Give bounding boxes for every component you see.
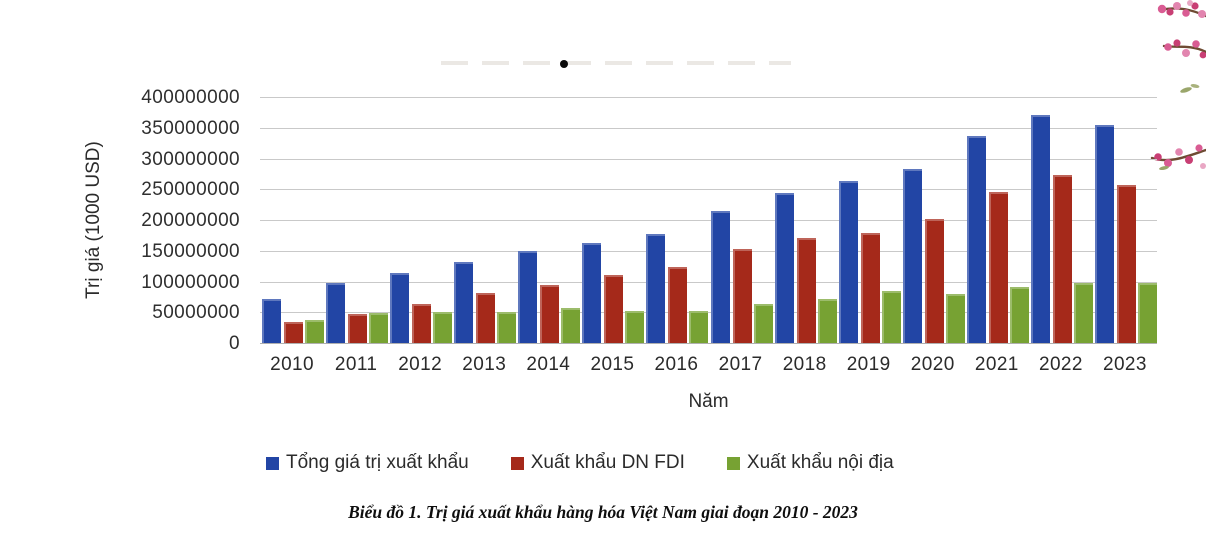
x-tick-label: 2010 [270,354,314,375]
bar-xuat-khau-dn-fdi-2017 [732,249,752,343]
bar-tong-gia-tri-xuat-khau-2010 [262,298,281,343]
bar-tong-gia-tri-xuat-khau-2022 [1030,114,1050,343]
bar-tong-gia-tri-xuat-khau-2023 [1094,124,1114,343]
bar-tong-gia-tri-xuat-khau-2011 [326,283,346,343]
x-tick-label: 2014 [526,354,571,375]
gridline [260,189,1157,191]
legend-swatch-xuat-khau-dn-fdi [510,456,524,470]
legend: Tổng giá trị xuất khẩu Xuất khẩu DN FDI Xu… [266,452,894,474]
y-tick-label: 100000000 [141,271,240,293]
x-tick-label: 2012 [398,354,443,375]
y-tick-label: 200000000 [141,210,240,231]
bar-tong-gia-tri-xuat-khau-2017 [710,210,730,343]
bar-tong-gia-tri-xuat-khau-2021 [966,136,986,343]
gridline [260,127,1157,129]
bar-xuat-khau-dn-fdi-2013 [476,293,496,343]
bar-xuat-khau-dn-fdi-2010 [284,322,303,343]
y-tick-label: 350000000 [141,117,240,139]
y-axis-tick-labels: 400000000 350000000 300000000 250000000 2000… [0,87,246,354]
gridline [260,97,1157,98]
gridline [260,158,1157,160]
bar-xuat-khau-dn-fdi-2014 [540,285,560,343]
legend-swatch-tong-gia-tri-xuat-khau [266,456,279,470]
figure-caption: Biểu đồ 1. Trị giá xuất khẩu hàng hóa Vi… [348,502,858,522]
plot-area [260,97,1157,344]
x-axis-labels: 2010 2011 2012 2013 2014 2015 2016 2017 2018 2019… [260,354,1157,378]
bar-xuat-khau-dn-fdi-2019 [860,232,880,343]
bar-xuat-khau-noi-dia-2022 [1073,282,1093,343]
bar-xuat-khau-noi-dia-2018 [817,298,837,343]
bar-xuat-khau-noi-dia-2011 [369,312,389,343]
x-tick-label: 2018 [782,354,827,375]
bar-xuat-khau-dn-fdi-2011 [348,313,368,343]
bar-xuat-khau-noi-dia-2020 [945,293,965,343]
bar-xuat-khau-noi-dia-2010 [305,319,324,343]
bar-tong-gia-tri-xuat-khau-2020 [902,169,922,343]
bar-xuat-khau-dn-fdi-2022 [1052,174,1072,343]
x-tick-label: 2016 [654,354,699,375]
x-tick-label: 2017 [718,354,763,375]
bar-tong-gia-tri-xuat-khau-2013 [454,261,474,343]
gridline [260,281,1157,283]
bar-xuat-khau-noi-dia-2015 [625,311,645,343]
bar-xuat-khau-noi-dia-2017 [753,304,773,343]
bar-xuat-khau-dn-fdi-2016 [668,266,688,343]
bar-xuat-khau-dn-fdi-2018 [796,237,816,343]
x-tick-label: 2013 [462,354,507,375]
y-tick-label: 400000000 [141,87,240,108]
legend-label-tong-gia-tri-xuat-khau: Tổng giá trị xuất khẩu [286,452,469,473]
bar-tong-gia-tri-xuat-khau-2014 [518,250,538,343]
bar-xuat-khau-dn-fdi-2020 [924,218,944,343]
x-tick-label: 2015 [590,354,635,375]
y-tick-label: 300000000 [141,148,240,170]
bar-xuat-khau-dn-fdi-2023 [1116,184,1136,343]
legend-label-xuat-khau-noi-dia: Xuất khẩu nội địa [746,452,894,473]
x-tick-label: 2022 [1039,354,1083,375]
x-tick-label: 2023 [1103,354,1147,375]
bar-tong-gia-tri-xuat-khau-2015 [582,243,602,343]
bar-xuat-khau-noi-dia-2019 [881,290,901,343]
bar-xuat-khau-noi-dia-2016 [689,310,709,343]
bar-xuat-khau-noi-dia-2021 [1009,287,1029,343]
bar-tong-gia-tri-xuat-khau-2016 [646,234,666,343]
gridline [260,312,1157,314]
legend-item-xuat-khau-dn-fdi: Xuất khẩu DN FDI [510,452,685,474]
x-tick-label: 2021 [974,354,1019,375]
gridline [260,250,1157,252]
x-tick-label: 2019 [846,354,891,375]
y-tick-label: 0 [229,333,240,354]
bullet-dot [560,60,568,68]
bar-xuat-khau-dn-fdi-2015 [604,275,624,343]
y-tick-label: 150000000 [141,240,240,262]
peach-blossom-icon [1150,0,1206,171]
bar-xuat-khau-dn-fdi-2012 [412,303,432,343]
bar-xuat-khau-noi-dia-2012 [433,311,453,343]
legend-item-tong-gia-tri-xuat-khau: Tổng giá trị xuất khẩu [266,452,469,474]
x-axis-line [260,343,1157,344]
x-tick-label: 2011 [334,354,378,375]
legend-label-xuat-khau-dn-fdi: Xuất khẩu DN FDI [530,452,685,473]
bar-xuat-khau-noi-dia-2023 [1137,283,1157,343]
x-axis-title: Năm [688,391,729,412]
bar-tong-gia-tri-xuat-khau-2012 [390,272,410,343]
erased-title-remnant [441,61,791,65]
gridline [260,220,1157,221]
bar-xuat-khau-noi-dia-2014 [561,308,581,343]
legend-item-xuat-khau-noi-dia: Xuất khẩu nội địa [726,452,894,474]
y-tick-label: 50000000 [152,302,240,324]
bar-tong-gia-tri-xuat-khau-2018 [774,193,794,343]
bar-xuat-khau-noi-dia-2013 [497,311,517,343]
bar-tong-gia-tri-xuat-khau-2019 [838,180,858,343]
legend-swatch-xuat-khau-noi-dia [726,456,740,470]
bar-xuat-khau-dn-fdi-2021 [988,192,1008,343]
x-tick-label: 2020 [910,354,955,375]
y-tick-label: 250000000 [141,179,240,201]
